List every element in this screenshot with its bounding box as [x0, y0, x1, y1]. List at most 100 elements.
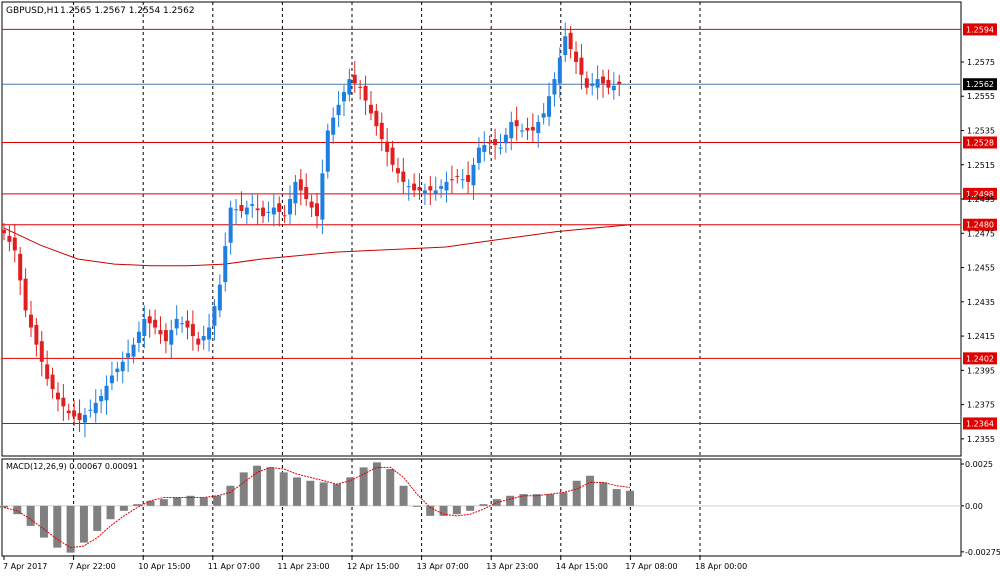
candle-body [455, 175, 460, 177]
candle-body [201, 336, 206, 341]
macd-histogram-bar [66, 505, 75, 553]
candle-body [174, 318, 179, 329]
candle-body [368, 104, 373, 114]
macd-histogram-bar [266, 467, 275, 506]
main-pane-frame [1, 1, 962, 457]
x-tick-label: 7 Apr 2017 [3, 562, 47, 571]
candle-body [66, 410, 71, 414]
candle-body [503, 134, 508, 144]
candle-body [153, 319, 158, 328]
candle-body [466, 175, 471, 182]
moving-average-layer [3, 224, 631, 267]
candle-body [449, 179, 454, 181]
macd-pane-frame [1, 458, 962, 557]
candle-body [412, 183, 417, 191]
ohlc-readout: 1.2565 1.2567 1.2554 1.2562 [60, 6, 195, 16]
candle-body [88, 409, 93, 411]
y-tick-label: 1.2435 [967, 298, 995, 307]
candle-body [530, 127, 535, 131]
candle-body [99, 396, 104, 402]
macd-histogram-bar [626, 490, 634, 506]
macd-histogram-bar [133, 504, 142, 506]
macd-histogram-bar [599, 482, 608, 506]
x-tick-label: 17 Apr 08:00 [625, 562, 677, 571]
x-tick-label: 11 Apr 23:00 [277, 562, 329, 571]
candle-body [228, 207, 233, 243]
macd-histogram-bar [213, 495, 222, 506]
candle-body [244, 207, 249, 215]
candle-body [584, 78, 589, 88]
macd-histogram-bar [279, 472, 288, 506]
candle-body [617, 81, 622, 85]
candle-body [185, 320, 190, 328]
macd-histogram-bar [79, 505, 88, 543]
candle-body [120, 361, 125, 372]
candle-body [34, 324, 39, 345]
level-badge [963, 218, 997, 231]
level-badge [963, 136, 997, 149]
macd-histogram-bar [173, 497, 182, 506]
y-tick-label: 1.2475 [967, 229, 995, 238]
candle-body [395, 168, 400, 174]
candle-body [509, 121, 514, 139]
x-tick-label: 13 Apr 07:00 [417, 562, 469, 571]
candle-body [417, 187, 422, 191]
candle-body [2, 229, 6, 234]
candle-body [552, 79, 557, 95]
candle-body [136, 331, 141, 343]
macd-axis: 0.0025 0.00 -0.00275 [961, 460, 1000, 557]
candle-body [180, 323, 185, 325]
candle-body [18, 253, 23, 281]
y-tick-label: 1.2415 [967, 332, 995, 341]
candle-body [196, 338, 201, 345]
macd-histogram-bar [612, 489, 621, 506]
candle-body [271, 207, 276, 215]
candle-body [61, 397, 66, 407]
macd-histogram-bar [346, 477, 355, 506]
candle-body [433, 190, 438, 194]
macd-histogram-bar [359, 467, 368, 506]
macd-histogram-bar [452, 505, 461, 515]
macd-histogram-bar [479, 504, 488, 506]
candle-body [320, 173, 325, 220]
level-badge [963, 187, 997, 200]
candle-body [493, 139, 498, 146]
macd-histogram-bar [386, 469, 395, 506]
candle-body [595, 79, 600, 88]
candle-body [55, 392, 60, 400]
candle-body [261, 207, 266, 217]
candle-body [363, 85, 368, 101]
candle-body [12, 237, 17, 251]
candle-body [163, 330, 168, 342]
price-axis: 1.25751.25551.25351.25151.24951.24751.24… [961, 58, 995, 444]
macd-histogram-bar [119, 505, 128, 511]
candle-body [557, 57, 562, 84]
macd-signal-line [3, 466, 631, 549]
candle-body [126, 353, 131, 358]
candle-body [347, 79, 352, 95]
candle-body [579, 57, 584, 75]
current-price-badge [963, 78, 997, 91]
candle-body [482, 145, 487, 152]
candle-body [401, 171, 406, 182]
candle-body [72, 410, 77, 417]
macd-histogram-bar [559, 492, 568, 506]
candle-body [142, 318, 147, 337]
candle-body [82, 414, 87, 423]
y-tick-label: 1.2455 [967, 264, 995, 273]
candle-body [563, 36, 568, 56]
horizontal-levels: 1.2594 1.2528 1.2498 1.2480 1.2402 1.2364 1.25… [2, 23, 997, 430]
candle-body [223, 246, 228, 283]
y-tick-label: 1.2375 [967, 401, 995, 410]
x-tick-label: 7 Apr 22:00 [69, 562, 116, 571]
macd-histogram-bar [26, 505, 35, 526]
candle-body [374, 110, 379, 127]
macd-histogram-bar [519, 494, 528, 506]
candle-body [536, 121, 541, 134]
candle-body [158, 330, 163, 335]
candle-body [611, 85, 616, 91]
candle-body [590, 83, 595, 86]
candle-body [277, 203, 282, 212]
macd-histogram-bar [466, 505, 475, 511]
macd-histogram-bar [546, 494, 555, 506]
